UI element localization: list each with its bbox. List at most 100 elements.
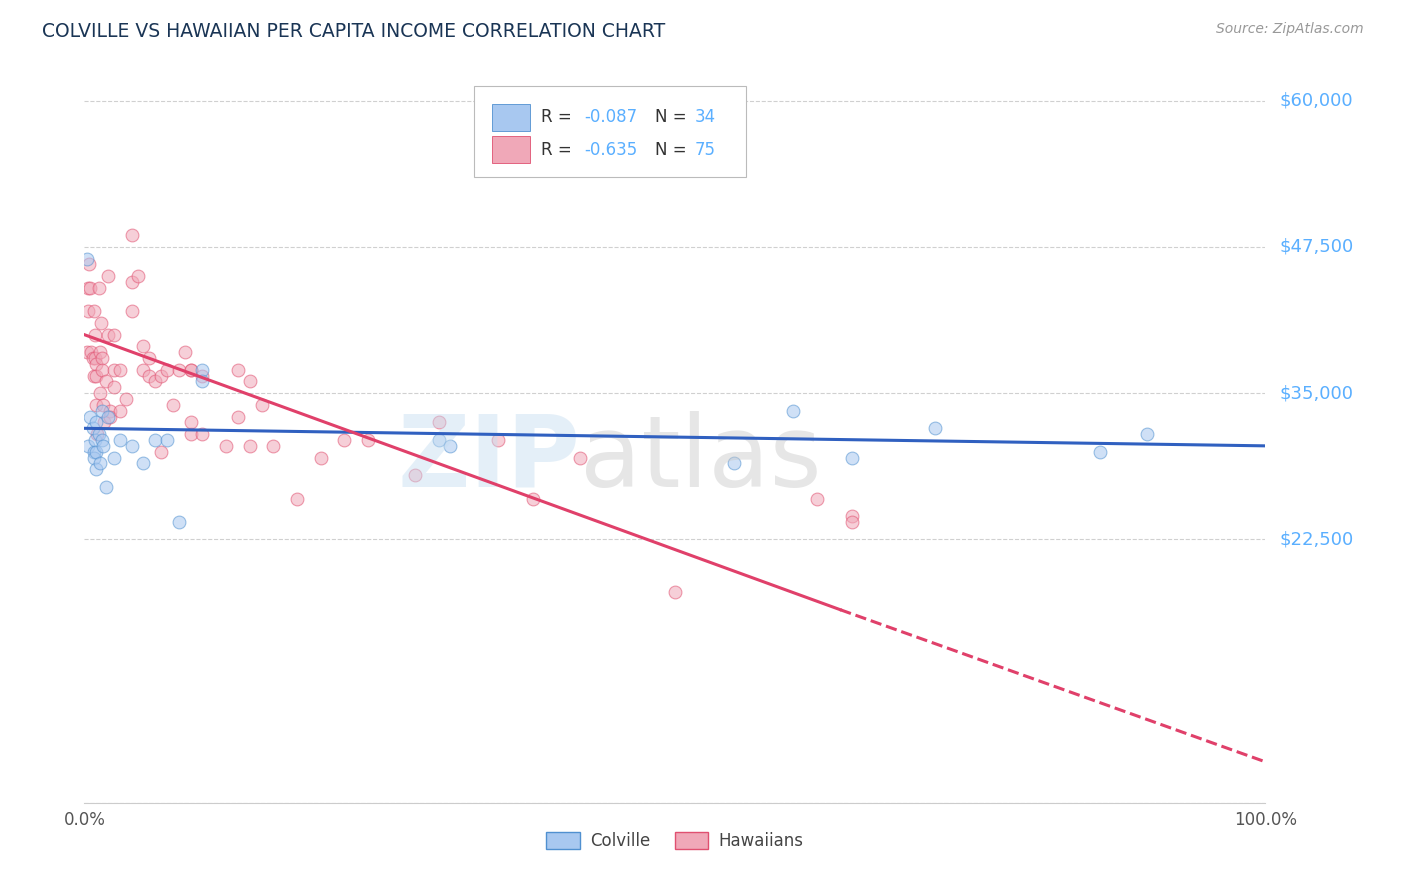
Point	[80, 345, 103, 359]
Point	[121, 439, 143, 453]
Text: -0.635: -0.635	[583, 141, 637, 159]
Point	[664, 585, 686, 599]
Point	[427, 433, 450, 447]
Point	[215, 439, 238, 453]
Point	[841, 515, 863, 529]
Point	[98, 403, 121, 417]
Point	[156, 363, 179, 377]
Point	[121, 228, 143, 243]
FancyBboxPatch shape	[474, 86, 745, 178]
Point	[357, 433, 380, 447]
Point	[156, 433, 179, 447]
Point	[108, 403, 131, 417]
Point	[91, 351, 114, 365]
Point	[173, 345, 195, 359]
Point	[94, 375, 117, 389]
Point	[76, 252, 98, 266]
Point	[91, 363, 114, 377]
Point	[90, 316, 112, 330]
Point	[108, 363, 131, 377]
Point	[191, 427, 214, 442]
Point	[103, 450, 125, 465]
Point	[309, 450, 332, 465]
Point	[93, 416, 115, 430]
Point	[132, 363, 155, 377]
Point	[143, 375, 166, 389]
Point	[83, 450, 105, 465]
Point	[97, 409, 120, 424]
Point	[91, 433, 114, 447]
Point	[89, 345, 111, 359]
Point	[84, 398, 107, 412]
Text: $35,000: $35,000	[1279, 384, 1354, 402]
Legend: Colville, Hawaiians: Colville, Hawaiians	[540, 825, 810, 856]
Point	[77, 281, 100, 295]
Point	[522, 491, 544, 506]
Text: Source: ZipAtlas.com: Source: ZipAtlas.com	[1216, 22, 1364, 37]
Point	[84, 327, 107, 342]
Point	[333, 433, 356, 447]
Text: atlas: atlas	[581, 410, 823, 508]
Text: $60,000: $60,000	[1279, 92, 1353, 110]
Point	[76, 345, 98, 359]
Point	[180, 363, 202, 377]
Text: -0.087: -0.087	[583, 109, 637, 127]
Text: $22,500: $22,500	[1279, 531, 1354, 549]
Point	[83, 304, 105, 318]
Point	[226, 363, 249, 377]
Point	[1136, 427, 1159, 442]
Point	[97, 269, 120, 284]
Point	[427, 416, 450, 430]
Point	[77, 304, 100, 318]
Point	[79, 409, 101, 424]
Point	[226, 409, 249, 424]
Point	[82, 421, 104, 435]
Text: N =: N =	[655, 141, 692, 159]
Point	[91, 398, 114, 412]
Bar	[492, 136, 530, 163]
Text: $47,500: $47,500	[1279, 238, 1354, 256]
Point	[1088, 444, 1111, 458]
Point	[150, 368, 173, 383]
Point	[841, 450, 863, 465]
Point	[103, 363, 125, 377]
Point	[180, 363, 202, 377]
Point	[250, 398, 273, 412]
Point	[143, 433, 166, 447]
Text: 34: 34	[695, 109, 716, 127]
Point	[91, 439, 114, 453]
Point	[84, 462, 107, 476]
Point	[83, 368, 105, 383]
Point	[841, 509, 863, 524]
Point	[121, 304, 143, 318]
Point	[89, 386, 111, 401]
Point	[91, 403, 114, 417]
Point	[191, 363, 214, 377]
Point	[180, 416, 202, 430]
Text: ZIP: ZIP	[398, 410, 581, 508]
Point	[285, 491, 308, 506]
Point	[262, 439, 284, 453]
Point	[782, 403, 804, 417]
Point	[86, 427, 108, 442]
Point	[89, 457, 111, 471]
Point	[108, 433, 131, 447]
Point	[84, 444, 107, 458]
Point	[97, 327, 120, 342]
Bar	[492, 104, 530, 130]
Point	[569, 450, 592, 465]
Point	[404, 468, 426, 483]
Point	[167, 363, 190, 377]
Point	[132, 339, 155, 353]
Point	[439, 439, 461, 453]
Point	[83, 444, 105, 458]
Point	[127, 269, 149, 284]
Point	[239, 375, 262, 389]
Point	[84, 433, 107, 447]
Point	[191, 368, 214, 383]
Point	[84, 357, 107, 371]
Point	[82, 351, 104, 365]
Point	[98, 409, 121, 424]
Point	[162, 398, 184, 412]
Point	[79, 281, 101, 295]
